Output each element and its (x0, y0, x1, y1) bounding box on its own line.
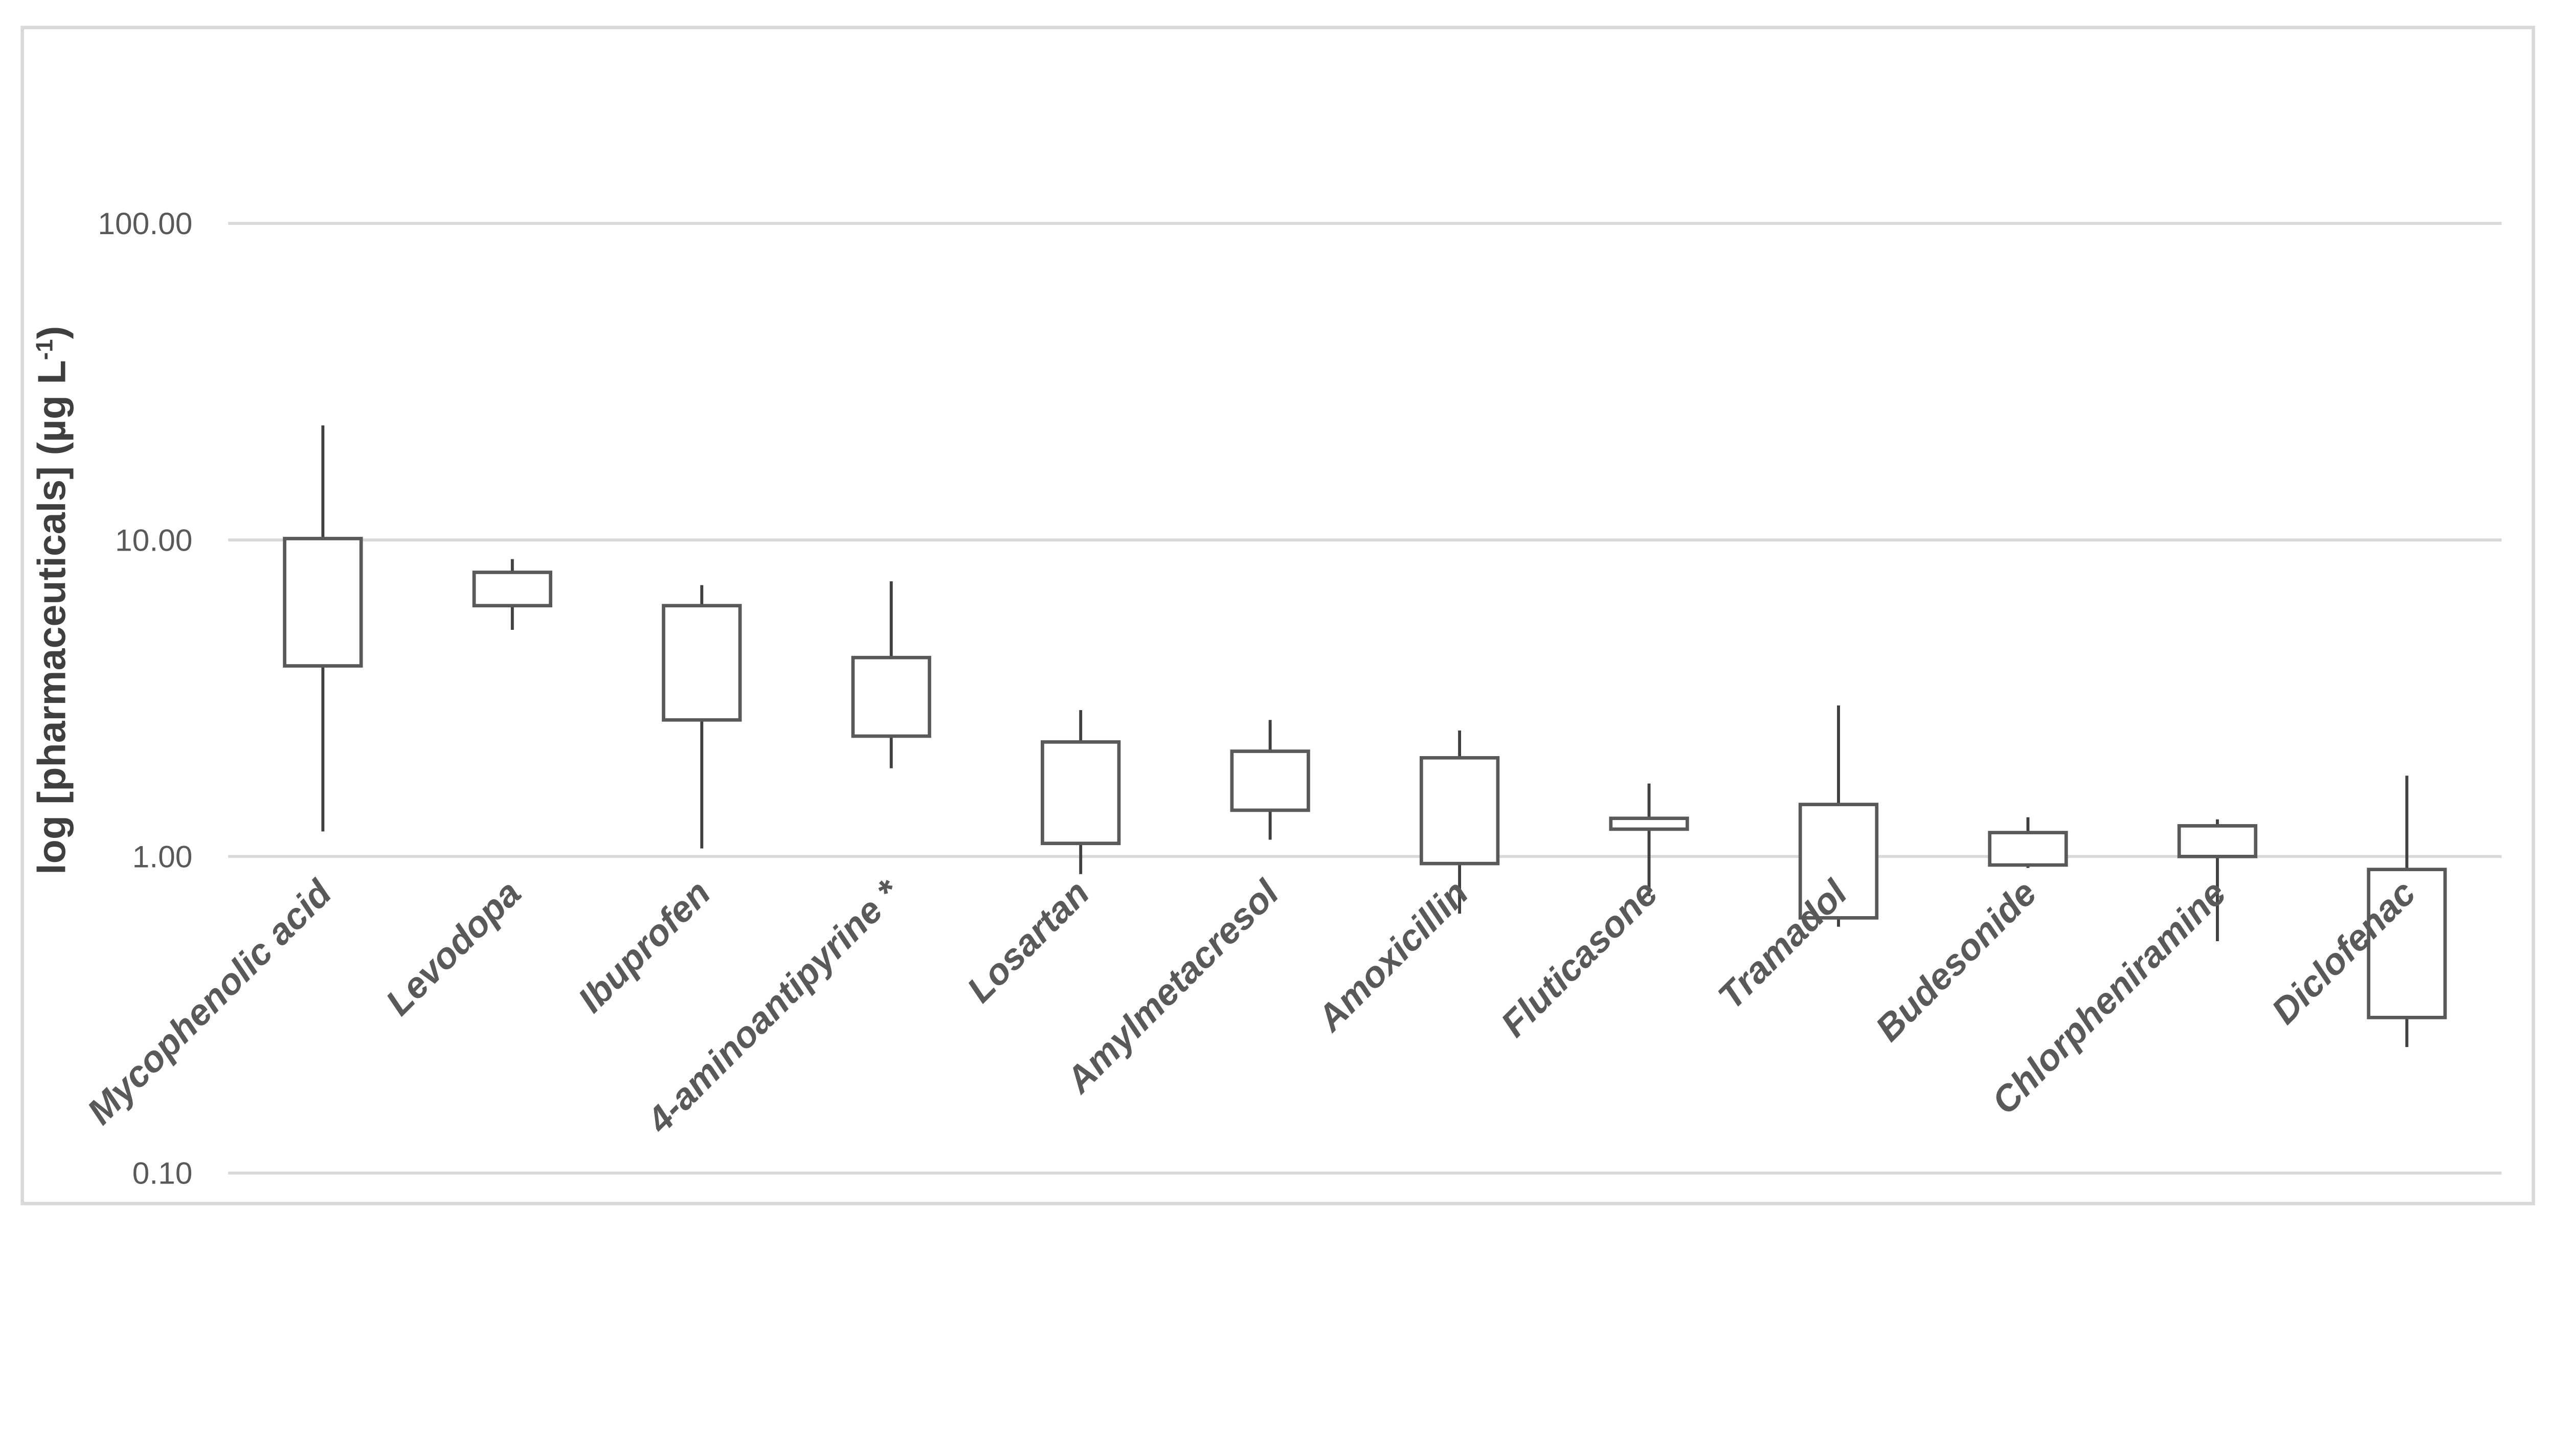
box-rect (1798, 803, 1879, 920)
category-label: Amoxicillin (1309, 873, 1476, 1040)
boxplot-chart: 100.00 10.00 1.00 0.10 Mycophenolic acid Levo… (20, 26, 2536, 1205)
y-tick-label: 1.00 (132, 839, 193, 874)
category-label: Ibuprofen (570, 873, 718, 1020)
box-rect (1419, 756, 1500, 866)
y-tick-label: 10.00 (115, 522, 192, 557)
category-label: Fluticasone (1493, 873, 1666, 1045)
box-rect (472, 571, 552, 608)
box-rect (1988, 831, 2068, 867)
chart-border (20, 26, 2536, 1205)
chart-container: 100.00 10.00 1.00 0.10 Mycophenolic acid Levo… (20, 26, 2536, 1205)
y-tick-label: 100.00 (98, 206, 192, 241)
category-label: Mycophenolic acid (79, 872, 340, 1132)
box-rect (1041, 740, 1121, 846)
y-tick-label: 0.10 (132, 1156, 193, 1191)
box-rect (2177, 824, 2258, 858)
y-axis-title: log [pharmaceuticals] (µg L-1) (30, 326, 74, 875)
category-label: Tramadol (1710, 872, 1855, 1017)
box-rect (851, 655, 931, 738)
box-rect (1609, 816, 1689, 831)
box-rect (1230, 749, 1310, 812)
category-label: Budesonide (1868, 873, 2045, 1050)
box-rect (662, 604, 742, 722)
box-rect (283, 537, 363, 668)
category-label: Losartan (959, 873, 1097, 1011)
box-rect (2367, 868, 2447, 1019)
category-label: Levodopa (378, 873, 529, 1023)
